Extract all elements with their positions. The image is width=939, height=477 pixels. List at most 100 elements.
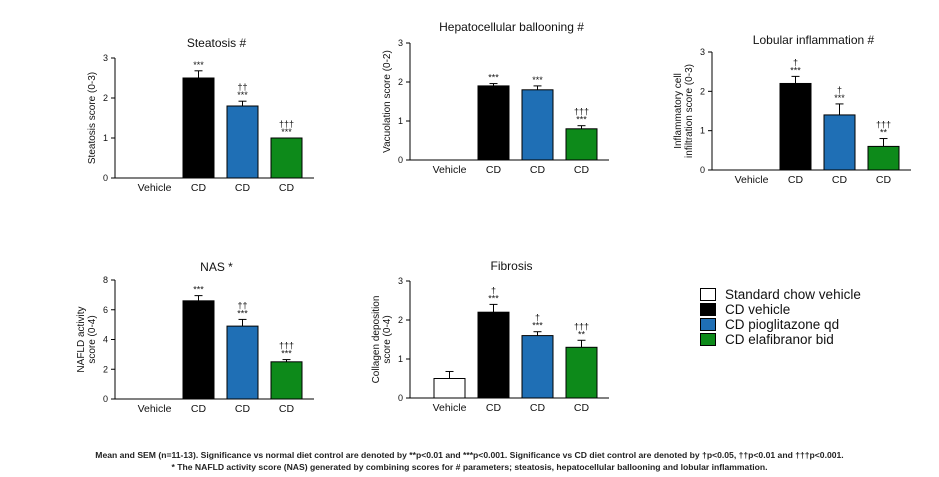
chart-panel-3: Lobular inflammation # 0 1 2 3 Inflammatory c… — [673, 33, 911, 186]
legend-item-standard-chow: Standard chow vehicle — [700, 287, 861, 302]
significance-label: *** — [281, 127, 292, 137]
legend-label-cd-elafibranor: CD elafibranor bid — [725, 332, 834, 347]
x-tick-label: CD — [788, 174, 804, 186]
significance-dagger-label: † — [535, 313, 540, 323]
bar — [226, 325, 259, 400]
y-tick-label: 4 — [103, 335, 108, 345]
legend-swatch-cd-elafibranor — [700, 333, 716, 346]
significance-label: *** — [237, 308, 248, 318]
x-tick-label: CD — [486, 164, 502, 176]
significance-dagger-label: ††† — [574, 107, 589, 117]
significance-label: ** — [578, 329, 586, 339]
y-tick-label: 1 — [398, 116, 403, 126]
significance-dagger-label: † — [837, 85, 842, 95]
y-tick-label: 2 — [398, 77, 403, 87]
legend-label-cd-vehicle: CD vehicle — [725, 302, 791, 317]
y-tick-label: 3 — [398, 38, 403, 48]
x-tick-label: CD — [191, 182, 207, 194]
y-axis-label-line: Vacuolation score (0-2) — [382, 50, 393, 153]
legend-item-cd-elafibranor: CD elafibranor bid — [700, 332, 861, 347]
y-tick-label: 3 — [398, 276, 403, 286]
bar — [477, 85, 510, 161]
bar — [270, 137, 303, 179]
y-tick-label: 2 — [103, 93, 108, 103]
y-axis-label-line: Collagen deposition — [371, 296, 382, 384]
y-tick-label: 1 — [398, 354, 403, 364]
y-axis-label: Steatosis score (0-3) — [87, 72, 98, 164]
y-tick-label: 8 — [103, 275, 108, 285]
y-axis-label-line: infiltration score (0-3) — [684, 64, 695, 158]
y-tick-label: 0 — [398, 155, 403, 165]
y-tick-label: 1 — [103, 133, 108, 143]
x-tick-label: CD — [191, 403, 207, 415]
bar — [182, 77, 215, 179]
chart-title: Hepatocellular ballooning # — [439, 20, 584, 34]
legend-swatch-standard-chow — [700, 288, 716, 301]
y-axis-label-line: Steatosis score (0-3) — [87, 72, 98, 164]
chart-title: NAS * — [200, 260, 233, 274]
x-tick-label: Vehicle — [433, 402, 467, 414]
x-tick-label: CD — [876, 174, 892, 186]
significance-label: *** — [532, 321, 543, 331]
x-tick-label: CD — [832, 174, 848, 186]
x-tick-label: CD — [279, 403, 295, 415]
significance-label: *** — [790, 65, 801, 75]
y-axis-label-line: score (0-4) — [87, 315, 98, 363]
y-tick-label: 0 — [700, 165, 705, 175]
y-tick-label: 0 — [103, 173, 108, 183]
significance-dagger-label: ††† — [574, 321, 589, 331]
y-axis-label-line: NAFLD activity — [76, 306, 87, 372]
x-tick-label: CD — [279, 182, 295, 194]
significance-label: *** — [532, 75, 543, 85]
y-tick-label: 0 — [398, 393, 403, 403]
significance-dagger-label: † — [491, 285, 496, 295]
y-tick-label: 2 — [103, 364, 108, 374]
significance-dagger-label: †† — [237, 82, 247, 92]
y-tick-label: 2 — [700, 86, 705, 96]
y-axis-label-line: score (0-4) — [382, 315, 393, 363]
significance-label: *** — [193, 285, 204, 295]
footnote-line-1: Mean and SEM (n=11-13). Significance vs … — [95, 450, 844, 460]
significance-label: *** — [193, 60, 204, 70]
x-tick-label: Vehicle — [138, 182, 172, 194]
y-tick-label: 2 — [398, 315, 403, 325]
y-tick-label: 6 — [103, 305, 108, 315]
bar — [521, 89, 554, 161]
footnote-line-2: * The NAFLD activity score (NAS) generat… — [171, 461, 768, 472]
footnote: Mean and SEM (n=11-13). Significance vs … — [0, 450, 939, 473]
x-tick-label: CD — [530, 402, 546, 414]
y-axis-label: Vacuolation score (0-2) — [382, 50, 393, 153]
bar — [565, 128, 598, 161]
x-tick-label: Vehicle — [735, 174, 769, 186]
bar — [779, 82, 812, 171]
significance-dagger-label: ††† — [876, 120, 891, 130]
x-tick-label: CD — [530, 164, 546, 176]
significance-dagger-label: †† — [237, 300, 247, 310]
y-tick-label: 3 — [700, 47, 705, 57]
bar — [823, 114, 856, 171]
significance-label: *** — [576, 115, 587, 125]
chart-panel-2: Hepatocellular ballooning # 0 1 2 3 Vacuolati… — [382, 20, 609, 176]
x-tick-label: CD — [574, 164, 590, 176]
bar — [867, 145, 900, 171]
significance-dagger-label: ††† — [279, 341, 294, 351]
bar — [182, 300, 215, 400]
significance-label: ** — [880, 128, 888, 138]
bar — [565, 346, 598, 399]
y-tick-label: 0 — [103, 394, 108, 404]
x-tick-label: Vehicle — [433, 164, 467, 176]
y-axis-label: Collagen depositionscore (0-4) — [371, 296, 393, 384]
significance-dagger-label: ††† — [279, 119, 294, 129]
bar — [521, 335, 554, 399]
significance-label: *** — [488, 73, 499, 83]
bar — [226, 105, 259, 179]
legend-item-cd-pioglitazone: CD pioglitazone qd — [700, 317, 861, 332]
legend-swatch-cd-pioglitazone — [700, 318, 716, 331]
significance-label: *** — [488, 293, 499, 303]
legend-item-cd-vehicle: CD vehicle — [700, 302, 861, 317]
x-tick-label: Vehicle — [138, 403, 172, 415]
legend-label-standard-chow: Standard chow vehicle — [725, 287, 861, 302]
y-axis-label-line: Inflammatory cell — [673, 73, 684, 149]
y-axis-label: NAFLD activityscore (0-4) — [76, 306, 98, 372]
significance-label: *** — [281, 349, 292, 359]
